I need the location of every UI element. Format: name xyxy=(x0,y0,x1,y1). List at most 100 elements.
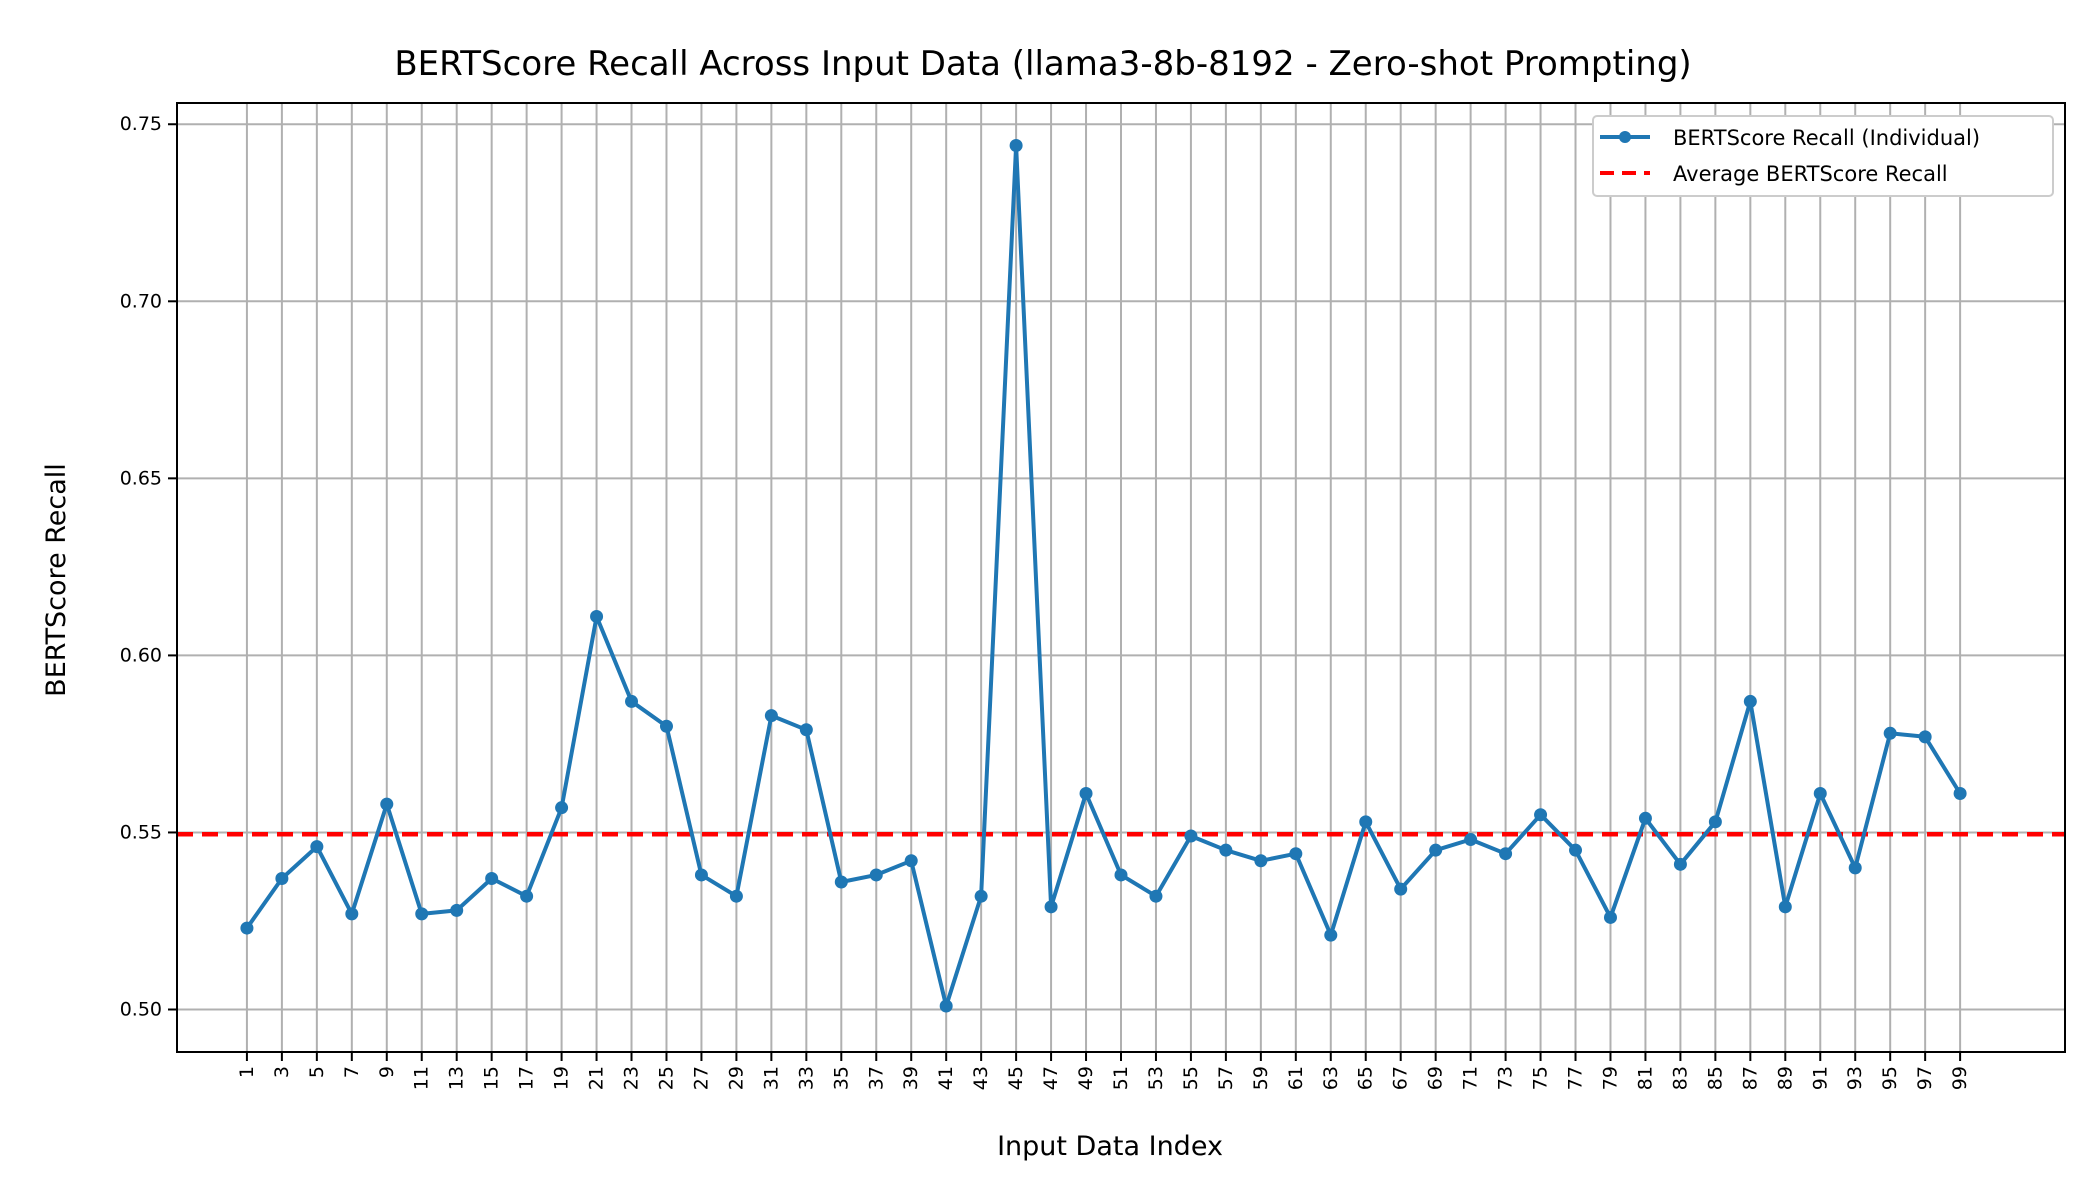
individual-recall-point xyxy=(1324,928,1338,942)
x-tick-label: 97 xyxy=(1914,1066,1936,1090)
individual-recall-point xyxy=(1918,730,1932,744)
individual-recall-point xyxy=(1778,900,1792,914)
x-tick-label: 69 xyxy=(1425,1066,1447,1090)
individual-recall-point xyxy=(275,871,289,885)
x-tick-label: 43 xyxy=(970,1066,992,1090)
x-tick-label: 21 xyxy=(586,1066,608,1090)
individual-recall-point xyxy=(1534,808,1548,822)
individual-recall-point xyxy=(694,868,708,882)
chart-title: BERTScore Recall Across Input Data (llam… xyxy=(394,44,1691,84)
legend-box xyxy=(1592,115,2054,197)
individual-recall-point xyxy=(1149,889,1163,903)
individual-recall-point xyxy=(1848,861,1862,875)
x-tick-label: 63 xyxy=(1320,1066,1342,1090)
y-tick-label: 0.55 xyxy=(120,821,162,843)
individual-recall-point xyxy=(1708,815,1722,829)
individual-recall-point xyxy=(485,871,499,885)
x-tick-label: 19 xyxy=(551,1066,573,1090)
x-tick-label: 15 xyxy=(481,1066,503,1090)
x-tick-label: 77 xyxy=(1565,1066,1587,1090)
x-tick-label: 45 xyxy=(1005,1066,1027,1090)
x-tick-label: 75 xyxy=(1530,1066,1552,1090)
individual-recall-point xyxy=(590,609,604,623)
individual-recall-point xyxy=(1009,138,1023,152)
x-tick-label: 55 xyxy=(1180,1066,1202,1090)
individual-recall-point xyxy=(939,999,953,1013)
individual-recall-point xyxy=(1184,829,1198,843)
x-tick-label: 47 xyxy=(1040,1066,1062,1090)
individual-recall-point xyxy=(729,889,743,903)
individual-recall-point xyxy=(520,889,534,903)
axes: 1 3 5 7 9 11 13 15 17 19 21 23 25 27 29 31 33 35 37 39 41 43 4… xyxy=(120,113,1971,1090)
x-tick-label: 27 xyxy=(690,1066,712,1090)
x-tick-label: 93 xyxy=(1844,1066,1866,1090)
x-tick-label: 23 xyxy=(621,1066,643,1090)
x-tick-label: 89 xyxy=(1774,1066,1796,1090)
y-tick-label: 0.50 xyxy=(120,999,162,1021)
x-tick-label: 29 xyxy=(725,1066,747,1090)
individual-recall-point xyxy=(345,907,359,921)
x-tick-label: 41 xyxy=(935,1066,957,1090)
individual-recall-point xyxy=(1219,843,1233,857)
x-tick-label: 73 xyxy=(1495,1066,1517,1090)
individual-recall-point xyxy=(1359,815,1373,829)
individual-recall-point xyxy=(1289,847,1303,861)
individual-recall-point xyxy=(555,801,569,815)
individual-recall-point xyxy=(1114,868,1128,882)
series-group xyxy=(240,138,1967,1013)
x-tick-label: 33 xyxy=(795,1066,817,1090)
x-tick-label: 59 xyxy=(1250,1066,1272,1090)
individual-recall-point xyxy=(1499,847,1513,861)
x-tick-label: 31 xyxy=(760,1066,782,1090)
legend: BERTScore Recall (Individual) Average BE… xyxy=(1592,115,2054,197)
y-tick-label: 0.65 xyxy=(120,467,162,489)
x-tick-label: 49 xyxy=(1075,1066,1097,1090)
x-tick-label: 7 xyxy=(341,1066,363,1078)
x-tick-label: 79 xyxy=(1599,1066,1621,1090)
individual-recall-point xyxy=(834,875,848,889)
x-tick-label: 85 xyxy=(1704,1066,1726,1090)
individual-recall-point xyxy=(1953,787,1967,801)
legend-label-average: Average BERTScore Recall xyxy=(1673,162,1948,186)
x-tick-label: 13 xyxy=(446,1066,468,1090)
individual-recall-point xyxy=(764,709,778,723)
x-tick-label: 37 xyxy=(865,1066,887,1090)
x-tick-label: 53 xyxy=(1145,1066,1167,1090)
individual-recall-line xyxy=(244,143,1963,1008)
x-tick-label: 67 xyxy=(1390,1066,1412,1090)
x-tick-label: 91 xyxy=(1809,1066,1831,1090)
x-tick-label: 39 xyxy=(900,1066,922,1090)
x-tick-label: 25 xyxy=(655,1066,677,1090)
individual-recall-point xyxy=(1883,726,1897,740)
individual-recall-point xyxy=(1464,833,1478,847)
individual-recall-point xyxy=(1254,854,1268,868)
x-tick-label: 57 xyxy=(1215,1066,1237,1090)
x-tick-label: 3 xyxy=(271,1066,293,1078)
x-tick-label: 9 xyxy=(376,1066,398,1078)
x-axis-label: Input Data Index xyxy=(997,1131,1223,1162)
individual-recall-point xyxy=(974,889,988,903)
x-tick-label: 95 xyxy=(1879,1066,1901,1090)
individual-recall-point xyxy=(1044,900,1058,914)
individual-recall-point xyxy=(1429,843,1443,857)
x-tick-label: 83 xyxy=(1669,1066,1691,1090)
individual-recall-point xyxy=(1603,910,1617,924)
individual-recall-point xyxy=(659,719,673,733)
x-tick-label: 51 xyxy=(1110,1066,1132,1090)
individual-recall-point xyxy=(1569,843,1583,857)
individual-recall-point xyxy=(869,868,883,882)
individual-recall-point xyxy=(415,907,429,921)
x-tick-label: 17 xyxy=(516,1066,538,1090)
individual-recall-point xyxy=(310,840,324,854)
y-tick-label: 0.75 xyxy=(120,113,162,135)
y-axis-label: BERTScore Recall xyxy=(41,463,72,697)
individual-recall-point xyxy=(625,694,639,708)
y-tick-label: 0.70 xyxy=(120,290,162,312)
individual-recall-point xyxy=(1394,882,1408,896)
x-tick-label: 99 xyxy=(1949,1066,1971,1090)
x-tick-label: 65 xyxy=(1355,1066,1377,1090)
individual-recall-point xyxy=(1638,811,1652,825)
x-tick-label: 81 xyxy=(1634,1066,1656,1090)
x-tick-label: 11 xyxy=(411,1066,433,1090)
